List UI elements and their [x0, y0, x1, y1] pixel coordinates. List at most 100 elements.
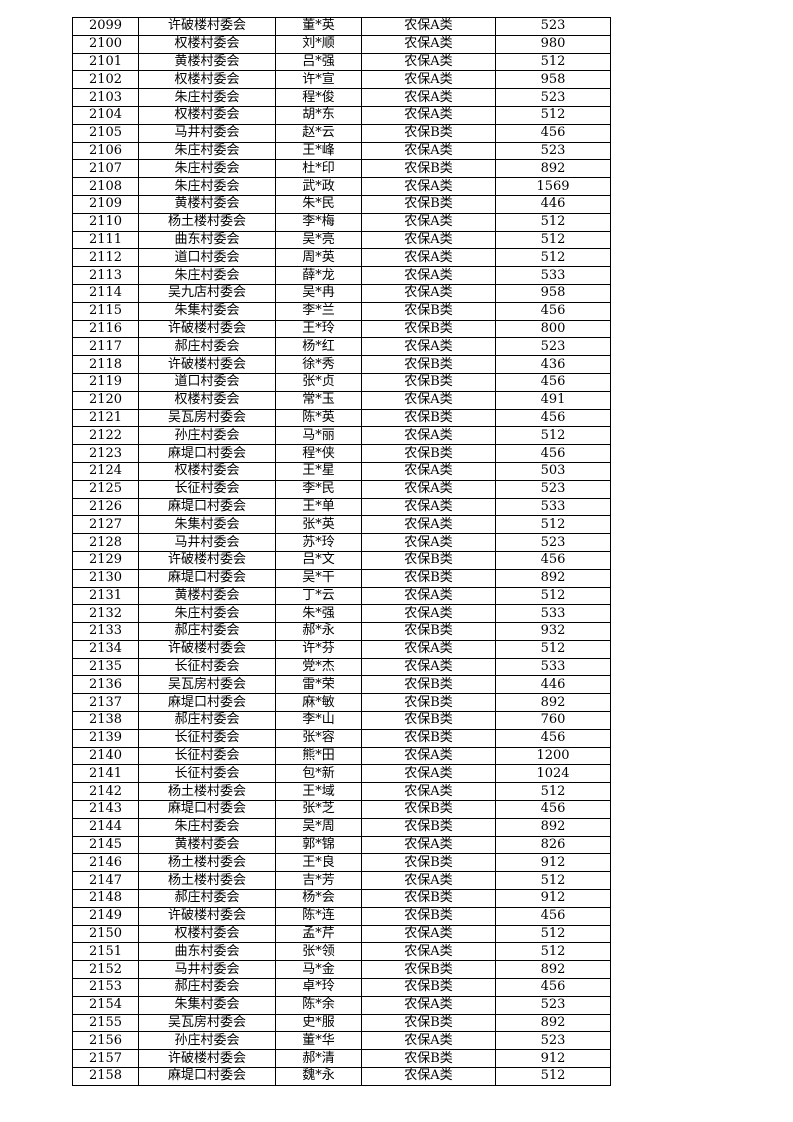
person-name-cell: 孟*芹	[275, 924, 362, 944]
village-committee-cell: 许破楼村委会	[138, 355, 276, 374]
person-name-cell: 吕*强	[275, 52, 362, 72]
insurance-category-cell: 农保B类	[361, 978, 496, 997]
village-committee-cell: 孙庄村委会	[138, 1031, 276, 1051]
village-committee-cell: 许破楼村委会	[138, 17, 276, 36]
insurance-category-cell: 农保B类	[361, 853, 496, 873]
insurance-category-cell: 农保B类	[361, 319, 496, 339]
amount-cell: 491	[495, 390, 611, 410]
person-name-cell: 吴*干	[275, 568, 362, 588]
row-number-cell: 2127	[72, 515, 139, 535]
insurance-category-cell: 农保A类	[361, 177, 496, 196]
insurance-category-cell: 农保B类	[361, 444, 496, 463]
insurance-category-cell: 农保B类	[361, 355, 496, 374]
insurance-category-cell: 农保A类	[361, 266, 496, 285]
village-committee-cell: 朱集村委会	[138, 515, 276, 535]
row-number-cell: 2108	[72, 177, 139, 196]
person-name-cell: 杜*印	[275, 159, 362, 179]
person-name-cell: 吉*芳	[275, 871, 362, 891]
row-number-cell: 2156	[72, 1031, 139, 1051]
table-row: 2128 马井村委会 苏*玲 农保A类 523	[72, 533, 611, 552]
person-name-cell: 张*芝	[275, 800, 362, 819]
table-row: 2135 长征村委会 党*杰 农保A类 533	[72, 657, 611, 677]
village-committee-cell: 权楼村委会	[138, 390, 276, 410]
amount-cell: 456	[495, 906, 611, 926]
amount-cell: 523	[495, 479, 611, 499]
table-row: 2121 吴瓦房村委会 陈*英 农保B类 456	[72, 408, 611, 428]
amount-cell: 512	[495, 871, 611, 891]
village-committee-cell: 许破楼村委会	[138, 319, 276, 339]
person-name-cell: 董*英	[275, 17, 362, 36]
table-row: 2144 朱庄村委会 吴*周 农保B类 892	[72, 817, 611, 837]
table-row: 2108 朱庄村委会 武*政 农保A类 1569	[72, 177, 611, 196]
table-row: 2134 许破楼村委会 许*芬 农保A类 512	[72, 639, 611, 659]
amount-cell: 523	[495, 17, 611, 36]
table-row: 2109 黄楼村委会 朱*民 农保B类 446	[72, 194, 611, 214]
table-row: 2102 权楼村委会 许*宣 农保A类 958	[72, 70, 611, 90]
person-name-cell: 党*杰	[275, 657, 362, 677]
insurance-category-cell: 农保B类	[361, 711, 496, 730]
village-committee-cell: 朱庄村委会	[138, 159, 276, 179]
village-committee-cell: 朱庄村委会	[138, 817, 276, 837]
row-number-cell: 2135	[72, 657, 139, 677]
row-number-cell: 2105	[72, 123, 139, 143]
amount-cell: 456	[495, 372, 611, 392]
village-committee-cell: 马井村委会	[138, 123, 276, 143]
row-number-cell: 2145	[72, 835, 139, 855]
person-name-cell: 张*英	[275, 515, 362, 535]
village-committee-cell: 许破楼村委会	[138, 639, 276, 659]
amount-cell: 512	[495, 230, 611, 250]
amount-cell: 892	[495, 693, 611, 713]
amount-cell: 533	[495, 604, 611, 624]
amount-cell: 512	[495, 1067, 611, 1086]
table-row: 2101 黄楼村委会 吕*强 农保A类 512	[72, 52, 611, 72]
village-committee-cell: 长征村委会	[138, 657, 276, 677]
person-name-cell: 杨*会	[275, 889, 362, 908]
row-number-cell: 2120	[72, 390, 139, 410]
person-name-cell: 李*山	[275, 711, 362, 730]
table-row: 2111 曲东村委会 吴*亮 农保A类 512	[72, 230, 611, 250]
amount-cell: 1200	[495, 746, 611, 766]
row-number-cell: 2112	[72, 248, 139, 268]
row-number-cell: 2117	[72, 337, 139, 357]
insurance-category-cell: 农保A类	[361, 390, 496, 410]
person-name-cell: 武*政	[275, 177, 362, 196]
insurance-category-cell: 农保B类	[361, 550, 496, 570]
amount-cell: 456	[495, 550, 611, 570]
village-committee-cell: 权楼村委会	[138, 924, 276, 944]
table-row: 2132 朱庄村委会 朱*强 农保A类 533	[72, 604, 611, 624]
person-name-cell: 赵*云	[275, 123, 362, 143]
person-name-cell: 卓*玲	[275, 978, 362, 997]
person-name-cell: 许*宣	[275, 70, 362, 90]
amount-cell: 760	[495, 711, 611, 730]
amount-cell: 800	[495, 319, 611, 339]
village-committee-cell: 杨土楼村委会	[138, 871, 276, 891]
amount-cell: 456	[495, 408, 611, 428]
insurance-category-cell: 农保B类	[361, 960, 496, 980]
person-name-cell: 张*贞	[275, 372, 362, 392]
row-number-cell: 2139	[72, 728, 139, 748]
person-name-cell: 吴*冉	[275, 283, 362, 303]
table-row: 2107 朱庄村委会 杜*印 农保B类 892	[72, 159, 611, 179]
person-name-cell: 程*侠	[275, 444, 362, 463]
person-name-cell: 陈*余	[275, 995, 362, 1015]
table-row: 2150 权楼村委会 孟*芹 农保A类 512	[72, 924, 611, 944]
row-number-cell: 2119	[72, 372, 139, 392]
person-name-cell: 郝*永	[275, 622, 362, 641]
person-name-cell: 郭*锦	[275, 835, 362, 855]
row-number-cell: 2129	[72, 550, 139, 570]
insurance-category-cell: 农保B类	[361, 693, 496, 713]
table-row: 2100 权楼村委会 刘*顺 农保A类 980	[72, 34, 611, 54]
person-name-cell: 苏*玲	[275, 533, 362, 552]
table-row: 2112 道口村委会 周*英 农保A类 512	[72, 248, 611, 268]
table-row: 2120 权楼村委会 常*玉 农保A类 491	[72, 390, 611, 410]
table-row: 2123 麻堤口村委会 程*侠 农保B类 456	[72, 444, 611, 463]
row-number-cell: 2103	[72, 88, 139, 107]
insurance-category-cell: 农保A类	[361, 515, 496, 535]
amount-cell: 456	[495, 123, 611, 143]
row-number-cell: 2110	[72, 212, 139, 232]
village-committee-cell: 许破楼村委会	[138, 1049, 276, 1069]
village-committee-cell: 曲东村委会	[138, 230, 276, 250]
table-row: 2110 杨土楼村委会 李*梅 农保A类 512	[72, 212, 611, 232]
row-number-cell: 2099	[72, 17, 139, 36]
amount-cell: 826	[495, 835, 611, 855]
